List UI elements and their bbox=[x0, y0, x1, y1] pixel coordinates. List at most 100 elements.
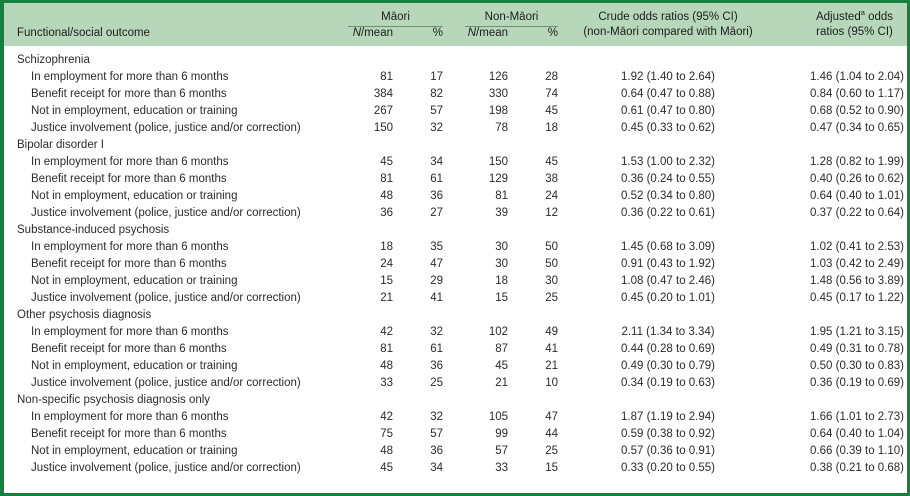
adjusted-or-cell: 0.84 (0.60 to 1.17) bbox=[810, 88, 905, 100]
section-label: Schizophrenia bbox=[17, 54, 90, 66]
crude-or-cell: 0.44 (0.28 to 0.69) bbox=[621, 343, 715, 355]
adjusted-odds-header-line2: ratios (95% CI) bbox=[816, 25, 893, 38]
maori-n-cell: 150 bbox=[373, 122, 393, 134]
footnote-marker-a: a bbox=[860, 7, 865, 17]
maori-pct-cell: 47 bbox=[430, 258, 444, 270]
adjusted-or-cell: 0.64 (0.40 to 1.01) bbox=[810, 190, 905, 202]
outcome-label: Benefit receipt for more than 6 months bbox=[31, 428, 227, 440]
table-row: Benefit receipt for more than 6 months 7… bbox=[4, 426, 907, 443]
outcome-label: Benefit receipt for more than 6 months bbox=[31, 173, 227, 185]
adjusted-or-cell: 0.64 (0.40 to 1.04) bbox=[810, 428, 905, 440]
crude-or-cell: 0.57 (0.36 to 0.91) bbox=[621, 445, 715, 457]
adjusted-or-cell: 0.38 (0.21 to 0.68) bbox=[810, 462, 905, 474]
non-maori-pct-cell: 30 bbox=[545, 275, 559, 287]
crude-or-cell: 1.92 (1.40 to 2.64) bbox=[621, 71, 715, 83]
non-maori-n-cell: 33 bbox=[495, 462, 509, 474]
maori-pct-cell: 17 bbox=[430, 71, 444, 83]
maori-pct-cell: 57 bbox=[430, 428, 444, 440]
maori-n-cell: 42 bbox=[380, 411, 393, 423]
outcome-label: Benefit receipt for more than 6 months bbox=[31, 258, 227, 270]
maori-n-cell: 48 bbox=[380, 445, 393, 457]
table-row: Justice involvement (police, justice and… bbox=[4, 375, 907, 392]
non-maori-pct-cell: 44 bbox=[545, 428, 559, 440]
outcome-label: Benefit receipt for more than 6 months bbox=[31, 88, 227, 100]
adjusted-or-cell: 1.48 (0.56 to 3.89) bbox=[810, 275, 905, 287]
maori-pct-cell: 36 bbox=[430, 445, 444, 457]
non-maori-n-cell: 330 bbox=[488, 88, 509, 100]
outcome-label: Not in employment, education or training bbox=[31, 190, 238, 202]
crude-or-cell: 1.87 (1.19 to 2.94) bbox=[621, 411, 715, 423]
outcome-label: In employment for more than 6 months bbox=[31, 411, 229, 423]
maori-pct-cell: 61 bbox=[430, 343, 444, 355]
crude-or-cell: 0.64 (0.47 to 0.88) bbox=[621, 88, 715, 100]
maori-n-cell: 75 bbox=[380, 428, 393, 440]
non-maori-pct-cell: 15 bbox=[545, 462, 559, 474]
table-row: Justice involvement (police, justice and… bbox=[4, 460, 907, 477]
crude-odds-header: Crude odds ratios (95% CI) (non-Māori co… bbox=[558, 3, 764, 46]
maori-n-cell: 36 bbox=[380, 207, 393, 219]
adjusted-or-cell: 0.50 (0.30 to 0.83) bbox=[810, 360, 905, 372]
adjusted-or-cell: 0.45 (0.17 to 1.22) bbox=[810, 292, 905, 304]
outcome-label: Benefit receipt for more than 6 months bbox=[31, 343, 227, 355]
maori-n-cell: 45 bbox=[380, 462, 393, 474]
section-row: Bipolar disorder I bbox=[4, 137, 907, 154]
non-maori-n-cell: 30 bbox=[495, 258, 509, 270]
adjusted-or-cell: 0.49 (0.31 to 0.78) bbox=[810, 343, 905, 355]
table-row: Not in employment, education or training… bbox=[4, 443, 907, 460]
adjusted-or-cell: 1.46 (1.04 to 2.04) bbox=[810, 71, 905, 83]
non-maori-n-cell: 78 bbox=[495, 122, 509, 134]
non-maori-n-cell: 87 bbox=[495, 343, 509, 355]
table-row: In employment for more than 6 months 42 … bbox=[4, 324, 907, 341]
non-maori-pct-cell: 45 bbox=[545, 156, 559, 168]
maori-n-cell: 267 bbox=[373, 105, 393, 117]
outcome-label: Not in employment, education or training bbox=[31, 105, 238, 117]
non-maori-n-cell: 198 bbox=[488, 105, 509, 117]
crude-odds-header-line2: (non-Māori compared with Māori) bbox=[583, 25, 753, 38]
non-maori-pct-cell: 18 bbox=[545, 122, 559, 134]
outcome-label: Justice involvement (police, justice and… bbox=[31, 292, 301, 304]
non-maori-pct-cell: 74 bbox=[545, 88, 559, 100]
maori-n-cell: 48 bbox=[380, 190, 393, 202]
crude-or-cell: 0.59 (0.38 to 0.92) bbox=[621, 428, 715, 440]
table-row: Benefit receipt for more than 6 months 2… bbox=[4, 256, 907, 273]
maori-pct-cell: 27 bbox=[430, 207, 444, 219]
table-header: Functional/social outcome Māori Non-Māor… bbox=[4, 3, 907, 46]
outcome-label: Justice involvement (police, justice and… bbox=[31, 377, 301, 389]
adjusted-odds-header: Adjusteda odds ratios (95% CI) bbox=[764, 3, 907, 46]
non-maori-n-cell: 57 bbox=[495, 445, 509, 457]
table-row: Benefit receipt for more than 6 months 3… bbox=[4, 86, 907, 103]
maori-pct-cell: 35 bbox=[430, 241, 444, 253]
section-label: Bipolar disorder I bbox=[17, 139, 104, 151]
outcome-label: Not in employment, education or training bbox=[31, 275, 238, 287]
non-maori-n-cell: 39 bbox=[495, 207, 509, 219]
non-maori-n-cell: 30 bbox=[495, 241, 509, 253]
non-maori-pct-cell: 38 bbox=[545, 173, 559, 185]
section-label: Non-specific psychosis diagnosis only bbox=[17, 394, 211, 406]
maori-group-header: Māori bbox=[336, 3, 444, 27]
adjusted-or-cell: 1.28 (0.82 to 1.99) bbox=[810, 156, 905, 168]
crude-or-cell: 0.45 (0.20 to 1.01) bbox=[621, 292, 715, 304]
outcome-column-header: Functional/social outcome bbox=[17, 27, 150, 39]
maori-pct-cell: 34 bbox=[430, 156, 444, 168]
maori-n-cell: 81 bbox=[380, 71, 393, 83]
maori-n-cell: 81 bbox=[380, 173, 393, 185]
maori-n-mean-header: N/mean bbox=[352, 27, 393, 39]
non-maori-n-cell: 15 bbox=[495, 292, 509, 304]
maori-pct-cell: 32 bbox=[430, 411, 444, 423]
crude-or-cell: 1.45 (0.68 to 3.09) bbox=[621, 241, 715, 253]
table-row: Not in employment, education or training… bbox=[4, 103, 907, 120]
outcome-label: Not in employment, education or training bbox=[31, 360, 238, 372]
maori-pct-cell: 32 bbox=[430, 122, 444, 134]
maori-n-cell: 18 bbox=[380, 241, 393, 253]
section-row: Substance-induced psychosis bbox=[4, 222, 907, 239]
crude-or-cell: 2.11 (1.34 to 3.34) bbox=[621, 326, 715, 338]
outcome-label: In employment for more than 6 months bbox=[31, 156, 229, 168]
non-maori-group-header: Non-Māori bbox=[443, 3, 559, 27]
non-maori-n-cell: 81 bbox=[495, 190, 509, 202]
outcome-label: Not in employment, education or training bbox=[31, 445, 238, 457]
maori-pct-cell: 36 bbox=[430, 360, 444, 372]
non-maori-n-cell: 45 bbox=[495, 360, 509, 372]
maori-n-cell: 81 bbox=[380, 343, 393, 355]
adjusted-or-cell: 0.68 (0.52 to 0.90) bbox=[810, 105, 905, 117]
